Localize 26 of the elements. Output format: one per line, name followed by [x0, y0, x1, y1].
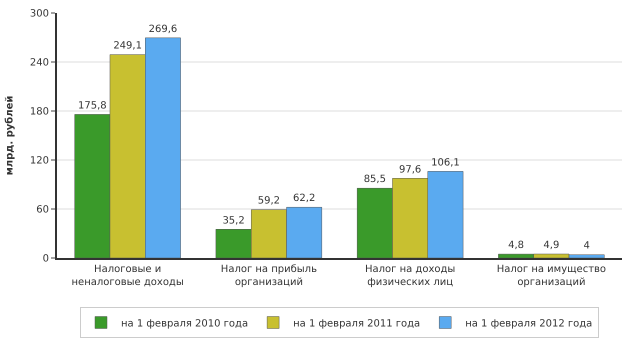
- y-tick-label: 180: [30, 106, 49, 118]
- y-tick-label: 240: [30, 58, 49, 68]
- data-label: 4,8: [508, 240, 524, 252]
- data-label: 97,6: [398, 164, 422, 176]
- data-label: 4: [583, 240, 590, 252]
- legend-label: на 1 февраля 2010 года: [121, 318, 248, 330]
- data-label: 106,1: [431, 157, 460, 168]
- data-label: 249,1: [113, 40, 142, 52]
- data-label: 59,2: [258, 196, 280, 207]
- legend-label: на 1 февраля 2011 года: [293, 318, 420, 330]
- y-tick-label: 120: [30, 156, 49, 166]
- y-axis-title: млрд. рублей: [4, 96, 16, 176]
- y-tick-label: 0: [42, 254, 49, 264]
- x-tick-label: Налог на прибыль организаций: [220, 264, 318, 288]
- data-label: 35,2: [222, 215, 245, 226]
- data-label: 85,5: [364, 174, 386, 186]
- y-tick-label: 60: [36, 204, 49, 216]
- data-label: 175,8: [78, 100, 107, 112]
- data-label: 269,6: [148, 24, 178, 35]
- legend-label: на 1 февраля 2012 года: [465, 318, 592, 330]
- x-tick-label: Налог на доходы физических лиц: [364, 264, 456, 288]
- data-label: 4,9: [543, 240, 560, 251]
- x-tick-label: Налог на имущество организаций: [496, 264, 606, 288]
- y-tick-label: 300: [30, 8, 49, 20]
- x-tick-label: Налоговые и неналоговые доходы: [72, 264, 184, 288]
- data-label: 62,2: [293, 193, 316, 204]
